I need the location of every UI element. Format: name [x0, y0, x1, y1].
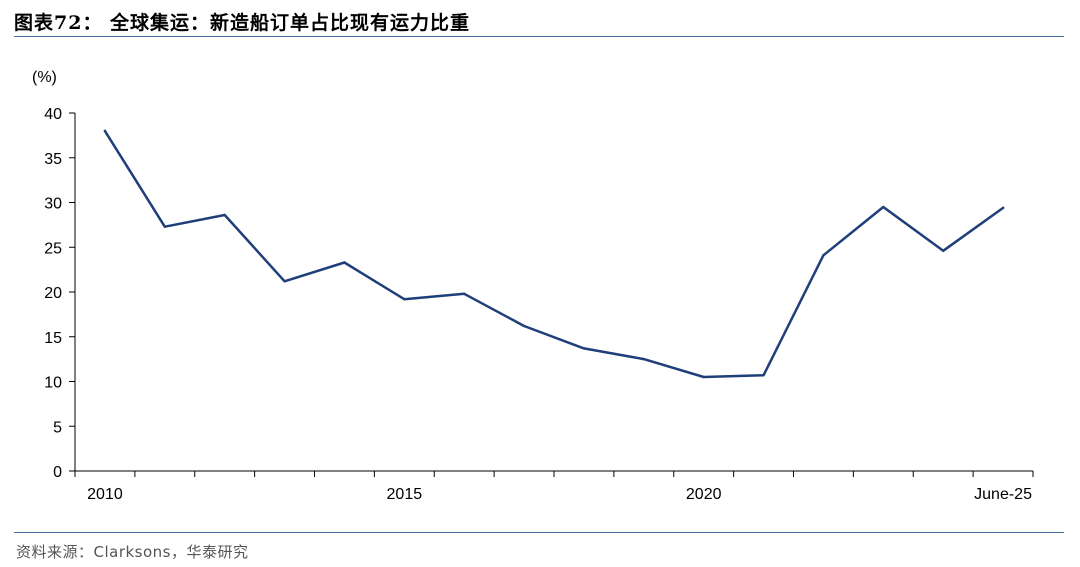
x-axis: 2010 2015 2020 June-25 [74, 470, 1034, 503]
x-tick-label: June-25 [974, 486, 1032, 503]
footer-divider [14, 532, 1064, 533]
y-axis: 0 5 10 15 20 25 30 35 40 [44, 106, 76, 481]
data-point [403, 297, 406, 301]
y-tick-label: 25 [44, 240, 62, 257]
x-tick-label: 2010 [87, 486, 123, 503]
data-point [702, 375, 705, 379]
y-tick-label: 0 [53, 464, 62, 481]
y-tick-label: 35 [44, 151, 62, 168]
y-tick-label: 20 [44, 285, 62, 302]
data-point [522, 324, 526, 328]
data-point [582, 347, 586, 350]
series-group [103, 129, 1005, 379]
source-note: 资料来源：Clarksons，华泰研究 [16, 543, 249, 561]
data-point [283, 280, 286, 283]
y-axis-unit-label: (%) [32, 69, 57, 86]
data-point [163, 225, 167, 228]
data-point [822, 254, 825, 257]
title-divider [14, 36, 1064, 37]
y-tick-label: 40 [44, 106, 62, 123]
x-tick-label: 2015 [387, 486, 423, 503]
data-point [223, 213, 226, 217]
data-point [762, 374, 765, 377]
data-point [882, 205, 885, 209]
x-tick-label: 2020 [686, 486, 722, 503]
data-point [642, 357, 646, 361]
y-tick-label: 30 [44, 196, 62, 213]
y-tick-label: 10 [44, 375, 62, 392]
data-point [103, 129, 107, 133]
y-tick-label: 15 [44, 330, 62, 347]
data-point [1001, 206, 1005, 210]
data-point [941, 249, 945, 253]
data-point [343, 261, 346, 264]
chart-title: 图表72： 全球集运：新造船订单占比现有运力比重 [14, 12, 471, 34]
series-line [103, 129, 1005, 379]
y-tick-label: 5 [53, 419, 62, 436]
data-point [462, 292, 466, 295]
